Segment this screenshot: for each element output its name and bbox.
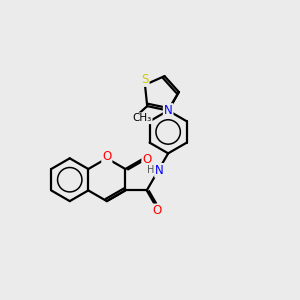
Text: O: O [142, 153, 152, 166]
Text: O: O [152, 205, 162, 218]
Text: N: N [155, 164, 164, 177]
Text: N: N [164, 104, 172, 117]
Text: H: H [147, 164, 155, 175]
Text: S: S [141, 73, 149, 86]
Text: CH₃: CH₃ [132, 113, 152, 123]
Text: O: O [102, 150, 111, 163]
